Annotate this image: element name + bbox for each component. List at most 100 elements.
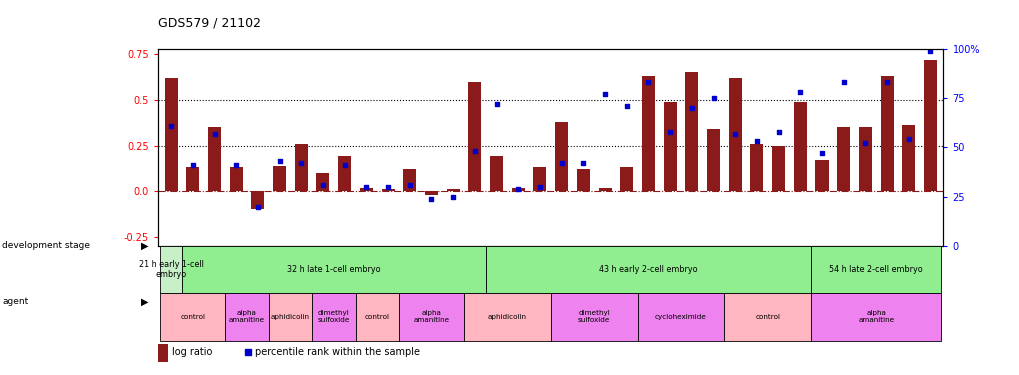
Bar — [620, 168, 633, 191]
Text: alpha
amanitine: alpha amanitine — [413, 310, 449, 324]
Text: dimethyl
sulfoxide: dimethyl sulfoxide — [317, 310, 350, 324]
Bar — [723, 293, 810, 340]
Bar — [815, 160, 827, 191]
Point — [240, 349, 257, 355]
Bar — [793, 102, 806, 191]
Point — [336, 162, 353, 168]
Point — [531, 184, 547, 190]
Point — [488, 101, 504, 107]
Bar — [858, 127, 871, 191]
Bar — [225, 293, 268, 340]
Bar — [425, 191, 437, 195]
Point — [921, 48, 937, 54]
Point — [813, 150, 829, 156]
Bar — [316, 173, 329, 191]
Text: GDS579 / 21102: GDS579 / 21102 — [158, 16, 261, 29]
Bar — [554, 122, 568, 191]
Text: control: control — [180, 314, 205, 320]
Bar — [464, 293, 550, 340]
Point — [163, 123, 179, 129]
Text: development stage: development stage — [2, 241, 90, 250]
Bar — [637, 293, 723, 340]
Point — [575, 160, 591, 166]
Point — [835, 79, 851, 85]
Text: 54 h late 2-cell embryo: 54 h late 2-cell embryo — [828, 265, 922, 274]
Bar — [186, 168, 199, 191]
Bar — [550, 293, 637, 340]
Text: alpha
amanitine: alpha amanitine — [229, 310, 265, 324]
Point — [184, 162, 201, 168]
Bar — [485, 246, 810, 293]
Point — [748, 138, 764, 144]
Bar — [728, 78, 741, 191]
Bar — [685, 72, 698, 191]
Bar — [750, 144, 762, 191]
Point — [510, 186, 526, 192]
Bar — [879, 76, 893, 191]
Text: aphidicolin: aphidicolin — [271, 314, 310, 320]
Text: 43 h early 2-cell embryo: 43 h early 2-cell embryo — [598, 265, 697, 274]
Bar — [294, 144, 308, 191]
Bar — [273, 166, 285, 191]
Bar — [577, 169, 589, 191]
Bar — [902, 126, 914, 191]
Point — [618, 103, 634, 109]
Text: alpha
amanitine: alpha amanitine — [857, 310, 894, 324]
Bar — [706, 129, 719, 191]
Point — [358, 184, 374, 190]
Bar — [403, 169, 416, 191]
Bar — [598, 188, 611, 191]
Bar — [160, 293, 225, 340]
Bar — [160, 246, 181, 293]
Point — [683, 105, 699, 111]
Point — [640, 79, 656, 85]
Point — [705, 95, 721, 101]
Bar — [312, 293, 356, 340]
Point — [401, 182, 418, 188]
Bar — [181, 246, 485, 293]
Bar — [512, 188, 524, 191]
Point — [292, 160, 309, 166]
Bar — [381, 189, 394, 191]
Point — [379, 184, 395, 190]
Bar — [268, 293, 312, 340]
Bar — [641, 76, 654, 191]
Bar — [810, 293, 941, 340]
Point — [878, 79, 895, 85]
Bar — [923, 60, 936, 191]
Text: control: control — [754, 314, 780, 320]
Point — [553, 160, 570, 166]
Bar — [489, 156, 502, 191]
Point — [467, 148, 483, 154]
Point — [769, 129, 786, 135]
Text: 21 h early 1-cell
embryo: 21 h early 1-cell embryo — [139, 260, 204, 279]
Bar — [360, 188, 373, 191]
Bar — [164, 78, 177, 191]
Bar — [468, 82, 481, 191]
Bar — [338, 156, 351, 191]
Bar — [663, 102, 676, 191]
Bar — [533, 168, 546, 191]
Bar — [810, 246, 941, 293]
Text: log ratio: log ratio — [172, 347, 212, 357]
Point — [444, 194, 461, 200]
Point — [315, 182, 331, 188]
Point — [228, 162, 245, 168]
Text: aphidicolin: aphidicolin — [487, 314, 527, 320]
Point — [856, 140, 872, 146]
Text: cycloheximide: cycloheximide — [654, 314, 706, 320]
Text: ▶: ▶ — [141, 297, 148, 307]
Bar — [158, 344, 168, 362]
Text: dimethyl
sulfoxide: dimethyl sulfoxide — [578, 310, 609, 324]
Text: control: control — [365, 314, 389, 320]
Point — [206, 130, 222, 136]
Text: agent: agent — [2, 297, 29, 306]
Point — [271, 158, 287, 164]
Bar — [398, 293, 464, 340]
Bar — [446, 189, 460, 191]
Point — [661, 129, 678, 135]
Point — [792, 89, 808, 95]
Bar — [229, 168, 243, 191]
Bar — [356, 293, 398, 340]
Point — [423, 196, 439, 202]
